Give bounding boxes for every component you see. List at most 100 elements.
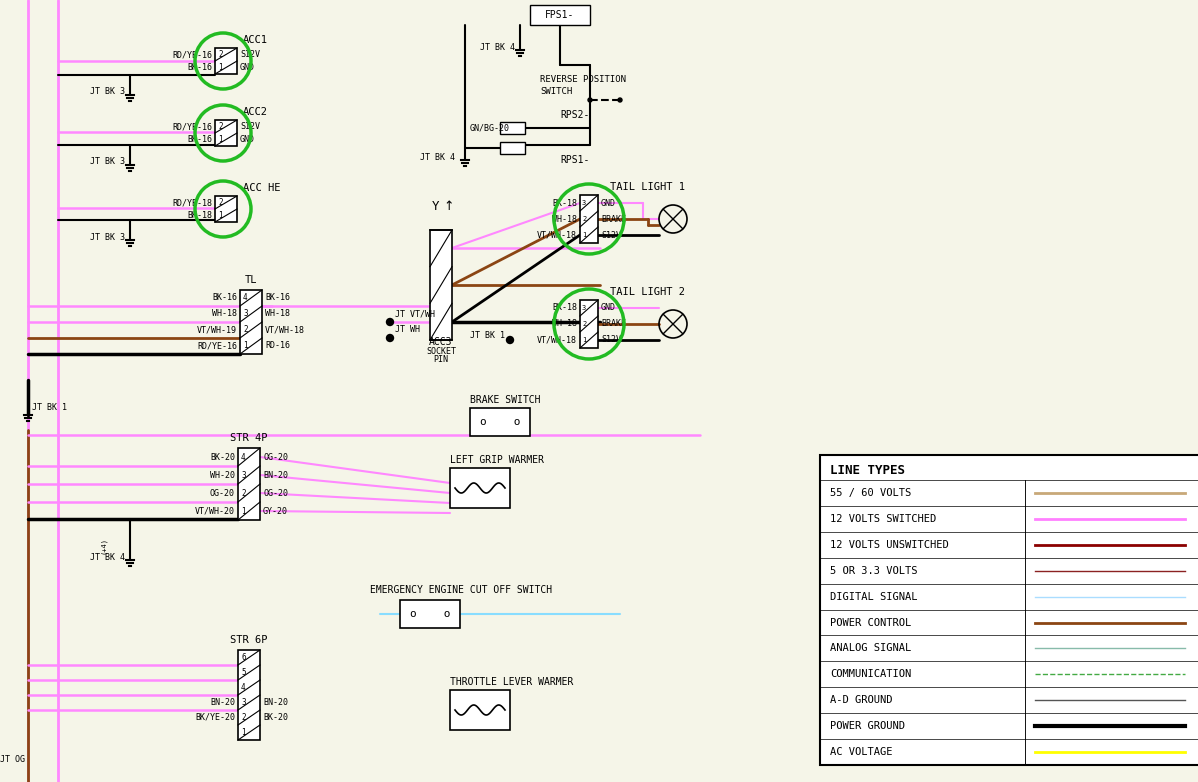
Text: 6: 6	[241, 653, 246, 662]
Text: 12 VOLTS UNSWITCHED: 12 VOLTS UNSWITCHED	[830, 540, 949, 550]
Text: RD/YE-18: RD/YE-18	[173, 198, 212, 207]
Text: Y: Y	[432, 200, 440, 213]
Text: o    o: o o	[410, 609, 450, 619]
Text: A-D GROUND: A-D GROUND	[830, 695, 893, 705]
Text: GND: GND	[601, 199, 616, 207]
Text: S12V: S12V	[240, 50, 260, 59]
Text: TAIL LIGHT 1: TAIL LIGHT 1	[610, 182, 685, 192]
Text: BRAKE: BRAKE	[601, 320, 627, 328]
Text: RD/YE-16: RD/YE-16	[173, 122, 212, 131]
Text: 3: 3	[241, 698, 246, 707]
Text: ACC3: ACC3	[429, 337, 453, 347]
Text: 2: 2	[218, 50, 223, 59]
Text: 3: 3	[582, 305, 586, 311]
Text: 3: 3	[582, 200, 586, 206]
Text: 4: 4	[243, 293, 248, 303]
Text: JT BK 3: JT BK 3	[90, 88, 125, 96]
Text: 5: 5	[241, 668, 246, 677]
Text: 3: 3	[241, 471, 246, 479]
Text: S12V: S12V	[240, 122, 260, 131]
Text: ACC HE: ACC HE	[243, 183, 280, 193]
Text: TL: TL	[244, 275, 258, 285]
Text: BN-20: BN-20	[264, 698, 288, 707]
Text: FPS1-: FPS1-	[545, 10, 575, 20]
Text: JT WH: JT WH	[395, 325, 420, 335]
Text: TAIL LIGHT 2: TAIL LIGHT 2	[610, 287, 685, 297]
Text: BK-16: BK-16	[187, 135, 212, 144]
Text: JT BK 1: JT BK 1	[470, 331, 506, 339]
Text: VT/WH-18: VT/WH-18	[537, 335, 577, 345]
Text: WH-18: WH-18	[265, 310, 290, 318]
Text: 2: 2	[582, 321, 586, 327]
Text: OG-20: OG-20	[264, 489, 288, 497]
Text: 3: 3	[243, 310, 248, 318]
Bar	[214, 48, 237, 74]
Circle shape	[387, 318, 393, 325]
Text: DIGITAL SIGNAL: DIGITAL SIGNAL	[830, 592, 918, 601]
Text: STR 6P: STR 6P	[230, 635, 267, 645]
Text: 1: 1	[218, 211, 223, 220]
Bar	[214, 196, 237, 222]
Text: LEFT GRIP WARMER: LEFT GRIP WARMER	[450, 455, 544, 465]
Text: 4: 4	[241, 453, 246, 461]
Text: BN-20: BN-20	[210, 698, 235, 707]
Text: BK-16: BK-16	[265, 293, 290, 303]
Circle shape	[618, 98, 622, 102]
Text: RD-16: RD-16	[265, 342, 290, 350]
Text: COMMUNICATION: COMMUNICATION	[830, 669, 912, 680]
Text: AC VOLTAGE: AC VOLTAGE	[830, 747, 893, 757]
Text: GY-20: GY-20	[264, 507, 288, 515]
Text: 1: 1	[582, 232, 586, 238]
Text: JT BK 4: JT BK 4	[90, 553, 125, 561]
Text: S12V: S12V	[601, 335, 621, 345]
Text: (+4): (+4)	[99, 536, 107, 554]
Bar	[580, 300, 598, 348]
Text: BK-20: BK-20	[210, 453, 235, 461]
Bar	[430, 230, 452, 340]
Text: SOCKET: SOCKET	[426, 347, 456, 356]
Text: 2: 2	[218, 198, 223, 207]
Bar	[470, 408, 530, 436]
Bar	[214, 120, 237, 146]
Text: LINE TYPES: LINE TYPES	[830, 464, 904, 476]
Text: GND: GND	[240, 63, 255, 72]
Text: WH-18: WH-18	[212, 310, 237, 318]
Text: EMERGENCY ENGINE CUT OFF SWITCH: EMERGENCY ENGINE CUT OFF SWITCH	[370, 585, 552, 595]
Text: GND: GND	[601, 303, 616, 313]
Text: 2: 2	[241, 489, 246, 497]
Text: 55 / 60 VOLTS: 55 / 60 VOLTS	[830, 488, 912, 498]
Text: ANALOG SIGNAL: ANALOG SIGNAL	[830, 644, 912, 654]
Text: VT/WH-19: VT/WH-19	[196, 325, 237, 335]
Text: o    o: o o	[479, 417, 520, 427]
Text: 4: 4	[241, 683, 246, 692]
Text: PIN: PIN	[434, 355, 448, 364]
Text: 1: 1	[218, 63, 223, 72]
Text: 1: 1	[218, 135, 223, 144]
Text: RPS2-: RPS2-	[559, 110, 589, 120]
Text: REVERSE POSITION: REVERSE POSITION	[540, 76, 627, 84]
Text: 2: 2	[241, 713, 246, 722]
Text: RD/YE-16: RD/YE-16	[196, 342, 237, 350]
Text: 12 VOLTS SWITCHED: 12 VOLTS SWITCHED	[830, 514, 937, 524]
Text: POWER CONTROL: POWER CONTROL	[830, 618, 912, 627]
Text: GND: GND	[240, 135, 255, 144]
Text: 5 OR 3.3 VOLTS: 5 OR 3.3 VOLTS	[830, 565, 918, 576]
Text: VT/WH-20: VT/WH-20	[195, 507, 235, 515]
Bar	[238, 448, 260, 520]
Text: JT BK 1: JT BK 1	[32, 404, 67, 412]
Text: BK-18: BK-18	[552, 303, 577, 313]
Bar	[400, 600, 460, 628]
Text: VT/WH-18: VT/WH-18	[537, 231, 577, 239]
Text: WH-20: WH-20	[210, 471, 235, 479]
Text: ACC2: ACC2	[243, 107, 268, 117]
Text: 1: 1	[241, 507, 246, 515]
Bar	[240, 290, 262, 354]
Text: WH-18: WH-18	[552, 320, 577, 328]
Text: ACC1: ACC1	[243, 35, 268, 45]
Text: BRAKE: BRAKE	[601, 214, 627, 224]
Text: BK/YE-20: BK/YE-20	[195, 713, 235, 722]
Text: ↑: ↑	[443, 200, 454, 213]
Text: WH-18: WH-18	[552, 214, 577, 224]
Text: RPS1-: RPS1-	[559, 155, 589, 165]
Text: BK-20: BK-20	[264, 713, 288, 722]
